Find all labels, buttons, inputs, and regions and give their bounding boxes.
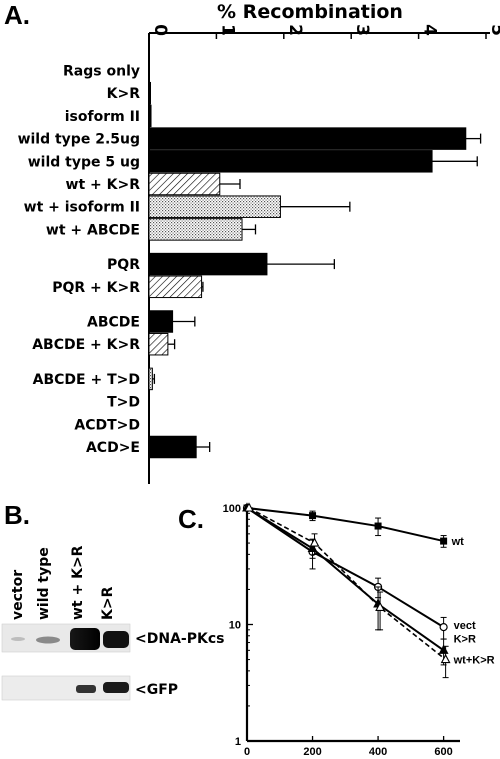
band-dna-pkcs-wild-type (36, 636, 60, 644)
lane-label-wt-k-r: wt + K>R (70, 545, 86, 620)
band-gfp-k-r (103, 682, 129, 693)
bar-wild-type-2-5ug (148, 127, 467, 150)
category-label-isoform-ii: isoform II (65, 109, 140, 125)
category-label-pqr: PQR (107, 257, 140, 273)
panel-a-tick-label: 1 (217, 24, 237, 36)
lane-label-vector: vector (10, 570, 26, 620)
point-wt-k-r (375, 601, 385, 612)
panel-c-y-tick-label: 10 (229, 620, 241, 632)
category-label-t-d: T>D (107, 395, 140, 411)
panel-c-x-tick-label: 400 (369, 746, 387, 758)
point-wt (309, 512, 317, 520)
bar-wt-abcde (148, 218, 243, 241)
bar-isoform-ii (148, 104, 152, 128)
panel-c-x-tick-label: 200 (303, 746, 321, 758)
band-dna-pkcs-vector (11, 637, 25, 641)
bar-wild-type-5-ug (148, 150, 433, 173)
panel-a-tick-label: 4 (420, 24, 440, 36)
panel-a-tick-label: 5 (487, 24, 500, 36)
point-wt (440, 537, 448, 545)
band-gfp-wt-k-r (76, 685, 96, 693)
panel-a-tick-label: 2 (285, 24, 305, 36)
lane-label-wild-type: wild type (36, 547, 52, 620)
series-line-wt-k-r (248, 507, 447, 661)
series-label-wt: wt (451, 536, 465, 548)
series-line-k-r (246, 507, 445, 652)
bar-acd-e (148, 435, 197, 459)
series-label-k-r: K>R (454, 633, 476, 645)
point-wt (374, 522, 382, 530)
panel-a-tick-label: 3 (352, 24, 372, 36)
series-label-vect: vect (454, 620, 476, 632)
bar-wt-isoform-ii (148, 195, 281, 218)
bar-k-r (148, 81, 151, 105)
series-line-wt (246, 507, 444, 543)
panel-c-y-tick-label: 100 (223, 503, 241, 515)
category-label-abcde: ABCDE (87, 315, 140, 331)
series-line-vect (246, 507, 445, 628)
category-label-wt-k-r: wt + K>R (66, 177, 141, 193)
band-label-dna-pkcs: <DNA-PKcs (135, 631, 224, 647)
panel-c-x-tick-label: 600 (434, 746, 452, 758)
category-label-acdt-d: ACDT>D (74, 417, 140, 433)
bar-abcde-k-r (148, 332, 169, 356)
category-label-abcde-k-r: ABCDE + K>R (32, 337, 140, 353)
band-dna-pkcs-wt-k-r (70, 628, 100, 650)
panel-a-chart: % Recombination 0 1 2 3 4 5 Rags only K>R isofo… (18, 1, 500, 484)
point-k-r (438, 644, 449, 654)
panel-c-x-tick-label: 0 (244, 746, 250, 758)
panel-c-y-tick-label: 1 (235, 736, 241, 748)
panel-b-label: B. (4, 500, 30, 530)
bar-abcde-t-d (148, 367, 153, 391)
category-label-acd-e: ACD>E (86, 440, 140, 456)
category-label-abcde-t-d: ABCDE + T>D (33, 372, 140, 388)
point-wt-k-r (244, 502, 254, 512)
category-label-pqr-k-r: PQR + K>R (52, 280, 140, 296)
western-blot: vector wild type wt + K>R K>R <DNA-PKcs <GF… (1, 545, 224, 701)
panel-a-tick-label: 0 (150, 24, 170, 36)
category-label-wt-isoform-ii: wt + isoform II (24, 200, 140, 216)
category-label-wt-abcde: wt + ABCDE (46, 222, 140, 238)
series-label-wt-k-r: wt+K>R (453, 655, 495, 667)
lane-label-k-r: K>R (100, 586, 116, 620)
category-label-wild-type-5-ug: wild type 5 ug (28, 154, 140, 170)
bar-pqr-k-r (148, 275, 203, 299)
category-label-rags-only: Rags only (63, 64, 140, 80)
bar-wt-k-r (148, 172, 221, 196)
panel-c-label: C. (178, 504, 204, 534)
point-vect (439, 622, 448, 632)
panel-a-axis-title: % Recombination (217, 1, 403, 23)
bar-pqr (148, 252, 268, 276)
point-wt-k-r (309, 537, 320, 547)
bar-abcde (148, 310, 174, 333)
category-label-k-r: K>R (107, 86, 141, 102)
band-label-gfp: <GFP (135, 682, 178, 698)
category-label-wild-type-2-5ug: wild type 2.5ug (18, 132, 140, 148)
band-dna-pkcs-k-r (103, 631, 129, 648)
point-wt-k-r (440, 653, 451, 664)
panel-a-label: A. (4, 0, 30, 30)
